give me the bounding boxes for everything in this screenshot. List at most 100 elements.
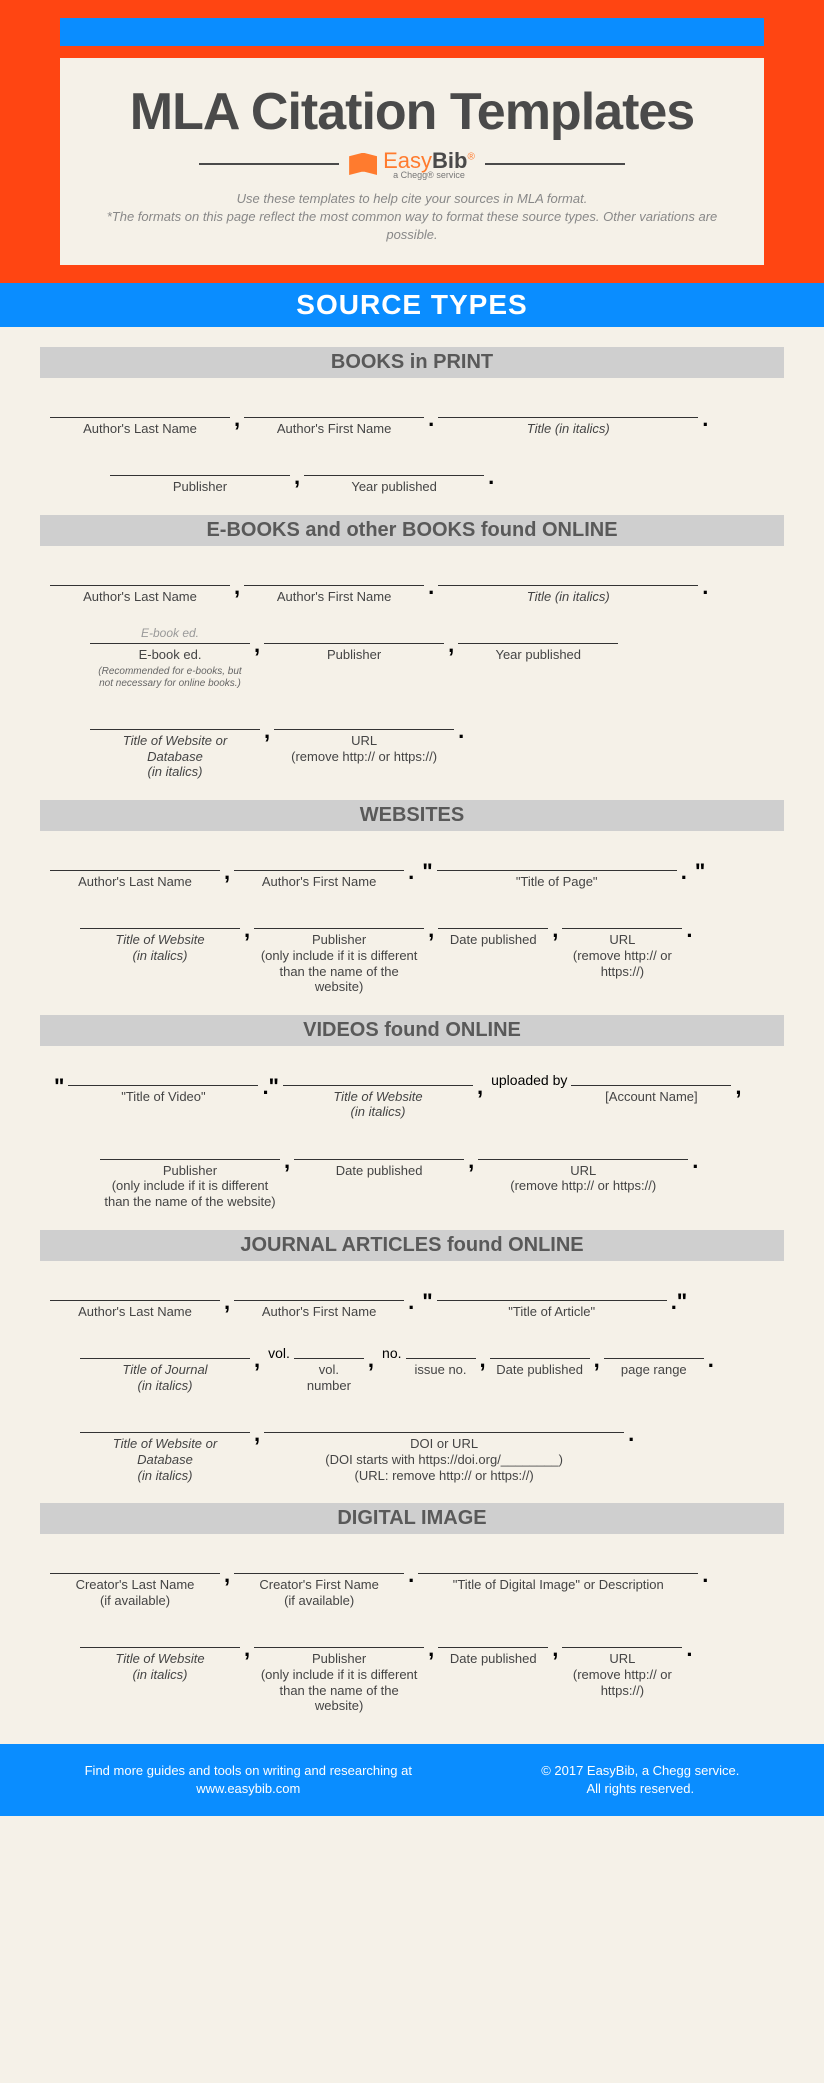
page-title: MLA Citation Templates (80, 82, 744, 142)
inline-text: no. (378, 1345, 405, 1361)
punctuation: , (590, 1347, 604, 1373)
blank-line (254, 907, 424, 929)
field-label: Author's Last Name (74, 874, 196, 890)
field-label: "Title of Article" (504, 1304, 599, 1320)
punctuation: . (424, 406, 438, 432)
header-frame: MLA Citation Templates EasyBib® a Chegg®… (0, 0, 824, 283)
field-label: Publisher (169, 479, 231, 495)
blank-line (244, 396, 424, 418)
footer: Find more guides and tools on writing an… (0, 1744, 824, 1816)
field-label: Title of Website(in italics) (329, 1089, 426, 1120)
citation-field: "Title of Article" (437, 1279, 667, 1320)
blank-line: E-book ed. (90, 622, 250, 644)
field-label: [Account Name] (601, 1089, 702, 1105)
punctuation: , (476, 1347, 490, 1373)
field-label: Creator's Last Name(if available) (72, 1577, 199, 1608)
field-label: Title of Website or Database(in italics) (90, 733, 260, 780)
field-label: DOI or URL(DOI starts with https://doi.o… (321, 1436, 567, 1483)
citation-field: issue no. (406, 1337, 476, 1378)
divider-left (199, 163, 339, 165)
template-row: Author's Last Name,Author's First Name."… (40, 1261, 784, 1320)
blank-line (604, 1337, 704, 1359)
field-label: Publisher(only include if it is differen… (254, 932, 424, 994)
punctuation: , (250, 1347, 264, 1373)
punctuation: " (691, 859, 709, 885)
book-icon (349, 153, 377, 175)
citation-field: [Account Name] (571, 1064, 731, 1105)
blank-line (438, 564, 698, 586)
field-label: Date published (332, 1163, 427, 1179)
field-label: vol. number (294, 1362, 364, 1393)
citation-field: Title of Website or Database(in italics) (90, 708, 260, 780)
blank-line (100, 1138, 280, 1160)
section-title: JOURNAL ARTICLES found ONLINE (40, 1230, 784, 1261)
field-label: Author's First Name (258, 874, 380, 890)
blank-line (234, 1279, 404, 1301)
citation-field: Title of Website(in italics) (80, 907, 240, 963)
punctuation: , (230, 406, 244, 432)
field-label: Date published (446, 932, 541, 948)
punctuation: . (677, 859, 691, 885)
field-label: E-book ed. (135, 647, 206, 663)
punctuation: , (473, 1074, 487, 1100)
citation-field: Author's Last Name (50, 564, 230, 605)
punctuation: " (50, 1074, 68, 1100)
punctuation: , (240, 917, 254, 943)
blank-line (304, 454, 484, 476)
punctuation: " (418, 1289, 436, 1315)
citation-field: "Title of Video" (68, 1064, 258, 1105)
citation-field: Publisher (110, 454, 290, 495)
blank-line (80, 1626, 240, 1648)
punctuation: . (404, 1562, 418, 1588)
citation-field: Author's First Name (234, 849, 404, 890)
citation-field: Author's First Name (244, 396, 424, 437)
divider-right (485, 163, 625, 165)
field-label: page range (617, 1362, 691, 1378)
citation-field: E-book ed.E-book ed.(Recommended for e-b… (90, 622, 250, 690)
punctuation: , (731, 1074, 745, 1100)
blank-line (294, 1337, 364, 1359)
blank-line (50, 396, 230, 418)
brand-subtitle: a Chegg® service (383, 170, 475, 180)
citation-field: URL(remove http:// or https://) (478, 1138, 688, 1194)
blank-line (418, 1552, 698, 1574)
field-label: Author's First Name (273, 589, 395, 605)
punctuation: . (404, 1289, 418, 1315)
citation-field: Publisher (264, 622, 444, 663)
punctuation: , (220, 859, 234, 885)
inline-text: uploaded by (487, 1072, 571, 1088)
citation-field: Title of Website(in italics) (80, 1626, 240, 1682)
blank-line (438, 396, 698, 418)
citation-field: Date published (490, 1337, 590, 1378)
citation-field: URL(remove http:// or https://) (562, 907, 682, 979)
citation-field: URL(remove http:// or https://) (274, 708, 454, 764)
punctuation: , (240, 1636, 254, 1662)
section: VIDEOS found ONLINE""Title of Video"."Ti… (40, 1015, 784, 1210)
punctuation: . (454, 718, 468, 744)
section: JOURNAL ARTICLES found ONLINEAuthor's La… (40, 1230, 784, 1484)
punctuation: ." (258, 1074, 283, 1100)
template-row: Publisher,Year published. (40, 436, 784, 495)
blank-line (562, 907, 682, 929)
blank-line (80, 1411, 250, 1433)
citation-field: Creator's First Name(if available) (234, 1552, 404, 1608)
intro-text: Use these templates to help cite your so… (80, 190, 744, 245)
citation-field: Author's First Name (234, 1279, 404, 1320)
field-label: Title of Website or Database(in italics) (80, 1436, 250, 1483)
section-title: BOOKS in PRINT (40, 347, 784, 378)
punctuation: . (698, 1562, 712, 1588)
punctuation: , (444, 632, 458, 658)
punctuation: . (424, 574, 438, 600)
section-title: DIGITAL IMAGE (40, 1503, 784, 1534)
content-area: BOOKS in PRINTAuthor's Last Name,Author'… (0, 347, 824, 1714)
field-label: issue no. (410, 1362, 470, 1378)
field-label: "Title of Video" (117, 1089, 209, 1105)
section: DIGITAL IMAGE Creator's Last Name(if avai… (40, 1503, 784, 1714)
field-label: Author's Last Name (74, 1304, 196, 1320)
field-label: Title of Journal(in italics) (118, 1362, 211, 1393)
citation-field: Year published (304, 454, 484, 495)
citation-field: Author's Last Name (50, 1279, 220, 1320)
blank-line (234, 849, 404, 871)
blank-line (294, 1138, 464, 1160)
punctuation: , (260, 718, 274, 744)
